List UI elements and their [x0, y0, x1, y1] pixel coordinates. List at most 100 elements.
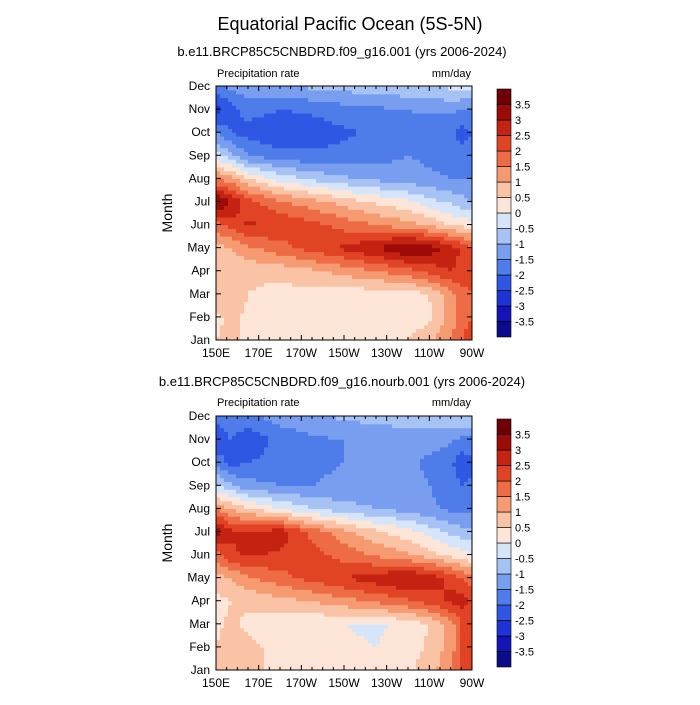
contour-cell — [444, 159, 449, 163]
contour-cell — [392, 109, 397, 113]
contour-cell — [392, 132, 397, 136]
contour-cell — [348, 317, 353, 321]
contour-cell — [236, 332, 241, 336]
contour-cell — [416, 328, 421, 332]
contour-cell — [460, 290, 465, 294]
contour-cell — [260, 175, 265, 179]
contour-cell — [248, 232, 253, 236]
contour-cell — [412, 155, 417, 159]
contour-cell — [412, 651, 417, 655]
contour-cell — [284, 309, 289, 313]
contour-cell — [344, 209, 349, 213]
contour-cell — [252, 155, 257, 159]
contour-cell — [324, 155, 329, 159]
contour-cell — [340, 658, 345, 662]
contour-cell — [288, 201, 293, 205]
contour-cell — [332, 267, 337, 271]
contour-cell — [368, 155, 373, 159]
contour-cell — [336, 155, 341, 159]
contour-cell — [424, 171, 429, 175]
contour-cell — [240, 635, 245, 639]
contour-cell — [464, 647, 469, 651]
contour-cell — [336, 305, 341, 309]
contour-cell — [300, 328, 305, 332]
contour-cell — [420, 217, 425, 221]
contour-cell — [312, 151, 317, 155]
contour-cell — [248, 140, 253, 144]
contour-cell — [416, 259, 421, 263]
contour-cell — [276, 171, 281, 175]
contour-cell — [264, 175, 269, 179]
contour-cell — [404, 124, 409, 128]
contour-cell — [236, 117, 241, 121]
contour-cell — [304, 182, 309, 186]
contour-cell — [248, 263, 253, 267]
contour-cell — [372, 121, 377, 125]
contour-cell — [240, 228, 245, 232]
contour-cell — [300, 263, 305, 267]
contour-cell — [372, 275, 377, 279]
contour-cell — [308, 140, 313, 144]
contour-cell — [292, 175, 297, 179]
contour-cell — [424, 286, 429, 290]
contour-cell — [232, 309, 237, 313]
contour-cell — [348, 175, 353, 179]
contour-cell — [400, 298, 405, 302]
contour-cell — [232, 332, 237, 336]
contour-cell — [460, 286, 465, 290]
contour-cell — [408, 201, 413, 205]
contour-cell — [404, 305, 409, 309]
contour-cell — [248, 148, 253, 152]
contour-cell — [300, 332, 305, 336]
contour-cell — [388, 94, 393, 98]
contour-cell — [448, 635, 453, 639]
contour-cell — [420, 317, 425, 321]
contour-cell — [404, 251, 409, 255]
contour-cell — [308, 136, 313, 140]
contour-cell — [272, 159, 277, 163]
contour-cell — [248, 662, 253, 666]
contour-cell — [280, 286, 285, 290]
contour-cell — [360, 225, 365, 229]
contour-cell — [424, 132, 429, 136]
contour-cell — [296, 194, 301, 198]
contour-cell — [236, 251, 241, 255]
contour-cell — [360, 263, 365, 267]
contour-cell — [228, 90, 233, 94]
contour-cell — [396, 144, 401, 148]
contour-cell — [428, 278, 433, 282]
contour-cell — [456, 109, 461, 113]
contour-cell — [464, 263, 469, 267]
contour-cell — [436, 313, 441, 317]
contour-cell — [348, 255, 353, 259]
contour-cell — [444, 232, 449, 236]
contour-cell — [224, 298, 229, 302]
y-tick-label: Sep — [189, 148, 211, 162]
contour-cell — [412, 236, 417, 240]
contour-cell — [288, 124, 293, 128]
contour-cell — [252, 647, 257, 651]
contour-cell — [272, 255, 277, 259]
contour-cell — [404, 201, 409, 205]
contour-cell — [444, 309, 449, 313]
y-tick-label: Mar — [189, 287, 210, 301]
contour-cell — [288, 298, 293, 302]
contour-cell — [444, 225, 449, 229]
contour-cell — [236, 244, 241, 248]
contour-cell — [440, 124, 445, 128]
contour-cell — [444, 155, 449, 159]
contour-cell — [388, 244, 393, 248]
contour-cell — [220, 155, 225, 159]
contour-cell — [252, 151, 257, 155]
contour-cell — [416, 298, 421, 302]
contour-cell — [252, 259, 257, 263]
contour-cell — [368, 225, 373, 229]
contour-cell — [228, 113, 233, 117]
contour-cell — [260, 221, 265, 225]
contour-cell — [280, 136, 285, 140]
contour-cell — [412, 325, 417, 329]
contour-cell — [304, 294, 309, 298]
contour-cell — [456, 309, 461, 313]
contour-cell — [312, 132, 317, 136]
contour-cell — [400, 632, 405, 636]
